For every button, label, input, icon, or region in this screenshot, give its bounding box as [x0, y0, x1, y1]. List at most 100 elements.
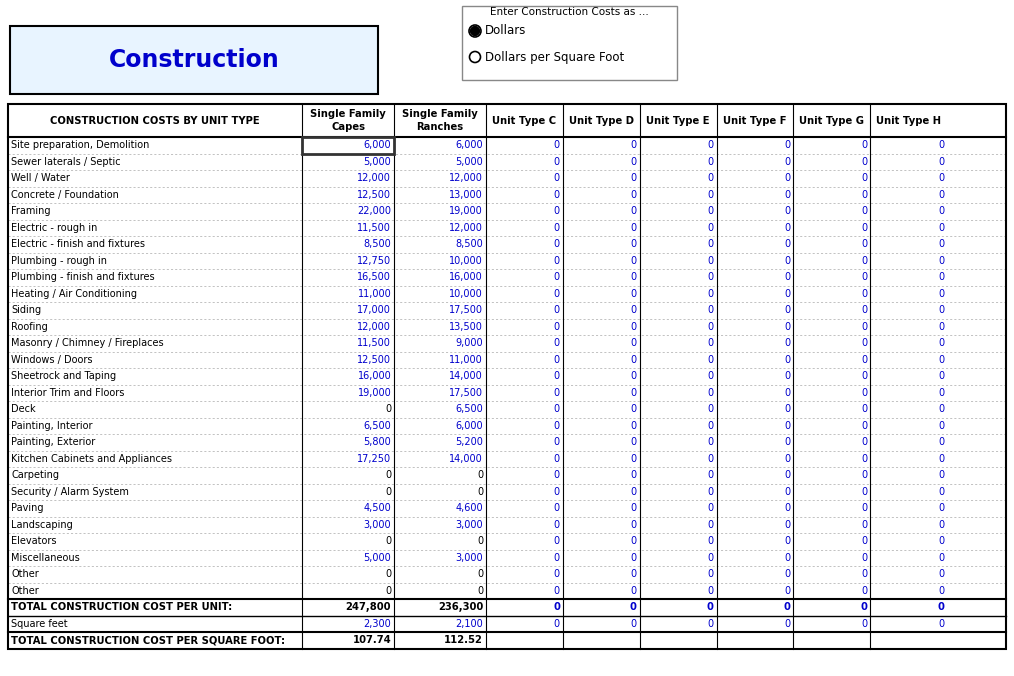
- Text: 0: 0: [938, 140, 944, 150]
- Text: Unit Type C: Unit Type C: [493, 116, 557, 126]
- Text: 17,500: 17,500: [449, 388, 483, 397]
- Text: 0: 0: [708, 306, 714, 315]
- Text: Plumbing - rough in: Plumbing - rough in: [11, 256, 107, 266]
- Text: 0: 0: [938, 206, 944, 216]
- Text: Deck: Deck: [11, 404, 35, 414]
- Bar: [8, 104, 1006, 648]
- Text: 0: 0: [784, 256, 791, 266]
- Text: 0: 0: [861, 272, 867, 283]
- Text: 2,300: 2,300: [363, 619, 391, 629]
- Text: Dollars per Square Foot: Dollars per Square Foot: [485, 51, 625, 64]
- Text: 0: 0: [708, 487, 714, 497]
- Text: 0: 0: [385, 404, 391, 414]
- Text: 0: 0: [385, 487, 391, 497]
- Text: 0: 0: [938, 371, 944, 381]
- Text: 5,200: 5,200: [455, 437, 483, 448]
- Text: 13,500: 13,500: [449, 322, 483, 332]
- Text: 0: 0: [784, 503, 791, 513]
- Text: 4,600: 4,600: [455, 503, 483, 513]
- Text: 0: 0: [938, 306, 944, 315]
- Text: 0: 0: [554, 520, 560, 530]
- Text: 0: 0: [708, 536, 714, 546]
- Text: Windows / Doors: Windows / Doors: [11, 355, 92, 365]
- Text: 0: 0: [861, 190, 867, 199]
- Text: 0: 0: [861, 256, 867, 266]
- Text: 0: 0: [631, 173, 637, 183]
- Text: 0: 0: [938, 173, 944, 183]
- Text: 0: 0: [861, 355, 867, 365]
- Text: 0: 0: [554, 355, 560, 365]
- Text: 0: 0: [861, 404, 867, 414]
- Text: 0: 0: [708, 470, 714, 480]
- Text: 0: 0: [938, 289, 944, 299]
- Text: 0: 0: [708, 272, 714, 283]
- Text: 0: 0: [861, 322, 867, 332]
- Text: 0: 0: [784, 420, 791, 431]
- Text: 0: 0: [937, 602, 944, 612]
- Text: Well / Water: Well / Water: [11, 173, 70, 183]
- Text: 0: 0: [631, 223, 637, 233]
- Text: Unit Type F: Unit Type F: [723, 116, 787, 126]
- Text: 0: 0: [631, 437, 637, 448]
- Text: 0: 0: [554, 454, 560, 464]
- Text: 0: 0: [554, 206, 560, 216]
- Text: 0: 0: [861, 289, 867, 299]
- Text: 0: 0: [938, 388, 944, 397]
- Text: 0: 0: [784, 437, 791, 448]
- Text: 0: 0: [784, 173, 791, 183]
- Text: 0: 0: [938, 503, 944, 513]
- Text: Kitchen Cabinets and Appliances: Kitchen Cabinets and Appliances: [11, 454, 172, 464]
- Bar: [10, 26, 378, 94]
- Text: TOTAL CONSTRUCTION COST PER SQUARE FOOT:: TOTAL CONSTRUCTION COST PER SQUARE FOOT:: [11, 635, 285, 646]
- Text: 0: 0: [708, 206, 714, 216]
- Text: Electric - finish and fixtures: Electric - finish and fixtures: [11, 239, 145, 249]
- Text: 0: 0: [554, 338, 560, 348]
- Text: 0: 0: [861, 223, 867, 233]
- Text: Heating / Air Conditioning: Heating / Air Conditioning: [11, 289, 137, 299]
- Text: 0: 0: [708, 355, 714, 365]
- Text: 0: 0: [708, 173, 714, 183]
- Text: 0: 0: [708, 420, 714, 431]
- Text: 0: 0: [554, 239, 560, 249]
- Text: 0: 0: [938, 256, 944, 266]
- Text: 12,000: 12,000: [357, 322, 391, 332]
- Text: 0: 0: [708, 585, 714, 596]
- Text: 11,500: 11,500: [357, 338, 391, 348]
- Text: 0: 0: [784, 470, 791, 480]
- Text: 0: 0: [631, 306, 637, 315]
- Text: 0: 0: [938, 569, 944, 579]
- Text: 0: 0: [708, 157, 714, 167]
- Text: 0: 0: [861, 569, 867, 579]
- Text: Site preparation, Demolition: Site preparation, Demolition: [11, 140, 149, 150]
- Text: 0: 0: [861, 602, 867, 612]
- Text: 0: 0: [554, 585, 560, 596]
- Text: 0: 0: [938, 536, 944, 546]
- Text: 0: 0: [708, 619, 714, 629]
- Text: 14,000: 14,000: [449, 371, 483, 381]
- Text: 14,000: 14,000: [449, 454, 483, 464]
- Text: 0: 0: [708, 256, 714, 266]
- Text: 0: 0: [938, 272, 944, 283]
- Text: Dollars: Dollars: [485, 24, 526, 37]
- Text: 0: 0: [861, 173, 867, 183]
- Text: Painting, Interior: Painting, Interior: [11, 420, 92, 431]
- Text: 0: 0: [385, 470, 391, 480]
- Text: 0: 0: [554, 503, 560, 513]
- Text: 0: 0: [554, 173, 560, 183]
- Text: 5,800: 5,800: [363, 437, 391, 448]
- Text: 0: 0: [554, 619, 560, 629]
- Text: 0: 0: [631, 619, 637, 629]
- Text: 0: 0: [784, 140, 791, 150]
- Text: 12,750: 12,750: [357, 256, 391, 266]
- Text: Elevators: Elevators: [11, 536, 57, 546]
- Text: Other: Other: [11, 569, 39, 579]
- Text: 17,500: 17,500: [449, 306, 483, 315]
- Bar: [302, 137, 394, 153]
- Text: 0: 0: [554, 536, 560, 546]
- Text: 0: 0: [784, 322, 791, 332]
- Text: 112.52: 112.52: [444, 635, 483, 646]
- Text: 0: 0: [477, 569, 483, 579]
- Text: 0: 0: [938, 157, 944, 167]
- Text: 0: 0: [938, 619, 944, 629]
- Text: 0: 0: [784, 388, 791, 397]
